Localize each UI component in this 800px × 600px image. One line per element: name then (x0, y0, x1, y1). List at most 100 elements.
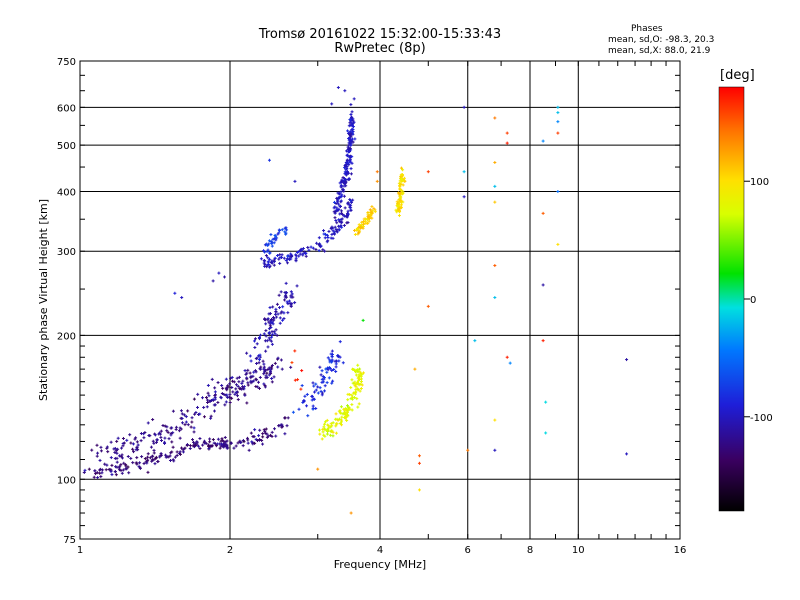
data-point (131, 442, 135, 446)
data-point (338, 212, 342, 216)
data-point (293, 349, 297, 353)
data-point (399, 166, 403, 170)
data-point (556, 131, 560, 135)
data-point (207, 444, 211, 448)
data-point (237, 380, 241, 384)
data-point (320, 369, 324, 373)
data-point (358, 389, 362, 393)
data-point (114, 473, 118, 477)
data-point (245, 401, 249, 405)
data-point (327, 366, 331, 370)
data-point (276, 365, 280, 369)
data-point (216, 442, 220, 446)
data-point (462, 105, 466, 109)
data-point (284, 281, 288, 285)
data-point (150, 454, 154, 458)
data-point (345, 404, 349, 408)
data-point (323, 384, 327, 388)
data-point (278, 255, 282, 259)
data-point (211, 279, 215, 283)
data-point (87, 467, 91, 471)
data-point (400, 188, 404, 192)
data-point (356, 363, 360, 367)
data-point (276, 232, 280, 236)
data-point (348, 197, 352, 201)
data-point (140, 455, 144, 459)
data-point (271, 305, 275, 309)
data-point (226, 384, 230, 388)
data-point (180, 446, 184, 450)
x-tick-label: 16 (674, 545, 687, 556)
data-point (336, 202, 340, 206)
data-point (294, 256, 298, 260)
data-point (401, 168, 405, 172)
data-point (331, 421, 335, 425)
data-point (318, 432, 322, 436)
data-point (284, 295, 288, 299)
data-point (234, 390, 238, 394)
data-point (346, 410, 350, 414)
data-point (359, 225, 363, 229)
data-point (146, 458, 150, 462)
data-point (183, 413, 187, 417)
data-point (129, 456, 133, 460)
data-point (417, 454, 421, 458)
data-point (353, 232, 357, 236)
data-point (331, 379, 335, 383)
data-point (466, 448, 470, 452)
data-point (345, 154, 349, 158)
data-point (349, 208, 353, 212)
data-point (493, 184, 497, 188)
data-point (300, 248, 304, 252)
data-point (254, 384, 258, 388)
data-point (355, 397, 359, 401)
data-point (541, 211, 545, 215)
data-point (158, 455, 162, 459)
data-point (299, 387, 303, 391)
data-point (278, 261, 282, 265)
colorbar-unit-label: [deg] (720, 68, 755, 83)
data-point (220, 383, 224, 387)
data-point (180, 296, 184, 300)
data-point (267, 158, 271, 162)
data-point (206, 401, 210, 405)
data-point (99, 475, 103, 479)
data-point (339, 195, 343, 199)
data-point (171, 445, 175, 449)
data-point (306, 414, 310, 418)
data-point (272, 237, 276, 241)
data-point (339, 218, 343, 222)
data-point (255, 356, 259, 360)
data-point (330, 381, 334, 385)
data-point (264, 334, 268, 338)
data-point (341, 188, 345, 192)
data-point (269, 339, 273, 343)
data-point (272, 375, 276, 379)
data-point (280, 423, 284, 427)
data-point (354, 383, 358, 387)
data-point (261, 442, 265, 446)
data-point (100, 471, 104, 475)
data-point (143, 457, 147, 461)
data-point (228, 382, 232, 386)
data-point (346, 201, 350, 205)
data-point (270, 434, 274, 438)
data-point (119, 455, 123, 459)
data-point (293, 179, 297, 183)
data-point (286, 416, 290, 420)
data-point (232, 380, 236, 384)
data-point (257, 434, 261, 438)
data-point (124, 463, 128, 467)
data-point (255, 361, 259, 365)
data-point (245, 376, 249, 380)
data-point (367, 217, 371, 221)
data-point (339, 185, 343, 189)
data-point (349, 511, 353, 515)
data-point (289, 254, 293, 258)
data-point (104, 468, 108, 472)
data-point (264, 368, 268, 372)
data-point (359, 382, 363, 386)
data-point (170, 440, 174, 444)
data-point (360, 220, 364, 224)
data-point (344, 179, 348, 183)
